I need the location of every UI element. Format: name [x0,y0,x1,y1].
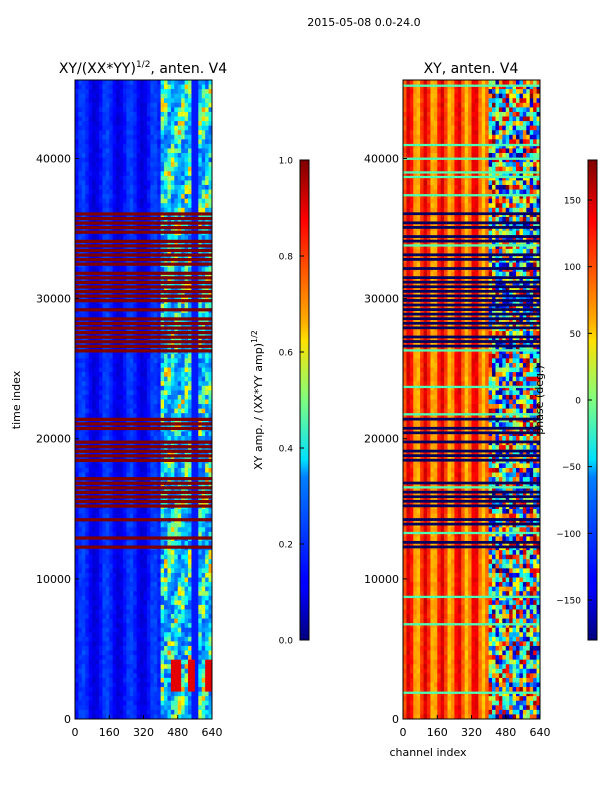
phase-x-label: channel index [389,746,467,759]
phase-colorbar-tick-label: −100 [556,530,581,540]
phase-colorbar-tick-label: −150 [556,597,581,607]
amp-colorbar-tick-label: 0.8 [279,253,294,263]
phase-heatmap [403,80,540,719]
phase-y-tick-label: 30000 [364,293,399,306]
phase-x-axis: 0 160 320 480 640 [400,715,551,739]
phase-x-tick-label: 640 [530,726,551,739]
amp-x-tick-label: 0 [72,726,79,739]
phase-x-tick-label: 160 [427,726,448,739]
phase-x-tick-label: 320 [461,726,482,739]
amp-colorbar-tick-label: 0.2 [279,541,293,551]
phase-colorbar-tick-label: 50 [570,330,582,340]
phase-y-axis: 0 10000 20000 30000 40000 [364,152,407,726]
amp-x-tick-label: 320 [133,726,154,739]
amp-colorbar-tick-label: 1.0 [279,157,294,167]
amp-y-tick-label: 40000 [36,152,71,165]
amp-y-axis: 0 10000 20000 30000 40000 [36,152,79,726]
phase-y-tick-label: 10000 [364,573,399,586]
amp-colorbar-tick-label: 0.4 [279,445,294,455]
amp-y-label: time index [10,370,23,429]
amp-x-tick-label: 640 [202,726,223,739]
phase-y-tick-label: 0 [392,713,399,726]
amp-x-axis: 0 160 320 480 640 [72,715,223,739]
amp-colorbar-tick-label: 0.6 [279,349,294,359]
phase-colorbar-tick-label: 150 [564,197,581,207]
phase-colorbar-ticks: −150 −100 −50 0 50 100 150 [556,197,592,607]
phase-x-tick-label: 480 [495,726,516,739]
amp-colorbar-label: XY amp. / (XX*YY amp)1/2 [250,330,265,470]
amp-y-tick-label: 0 [64,713,71,726]
phase-colorbar-tick-label: −50 [562,463,581,473]
amp-panel: XY/(XX*YY)1/2, anten. V4 0 160 320 480 640 0… [10,60,310,739]
amp-y-tick-label: 10000 [36,573,71,586]
phase-y-tick-label: 20000 [364,433,399,446]
phase-panel: XY, anten. V4 0 160 320 480 640 0 10000 20000 3… [364,61,598,759]
amp-y-tick-label: 20000 [36,433,71,446]
phase-colorbar-label: phase (deg.) [533,365,546,435]
phase-colorbar-tick-label: 0 [575,397,581,407]
phase-colorbar-tick-label: 100 [564,263,581,273]
amp-heatmap [75,80,212,719]
amp-x-tick-label: 160 [99,726,120,739]
amp-y-tick-label: 30000 [36,293,71,306]
figure-suptitle: 2015-05-08 0.0-24.0 [307,16,420,29]
amp-x-tick-label: 480 [167,726,188,739]
amp-colorbar-tick-label: 0.0 [279,637,294,647]
amp-colorbar [299,159,310,641]
phase-x-tick-label: 0 [400,726,407,739]
amp-colorbar-ticks: 0.0 0.2 0.4 0.6 0.8 1.0 [279,157,304,647]
amp-panel-title: XY/(XX*YY)1/2, anten. V4 [59,60,227,77]
phase-y-tick-label: 40000 [364,152,399,165]
phase-panel-title: XY, anten. V4 [424,61,519,77]
